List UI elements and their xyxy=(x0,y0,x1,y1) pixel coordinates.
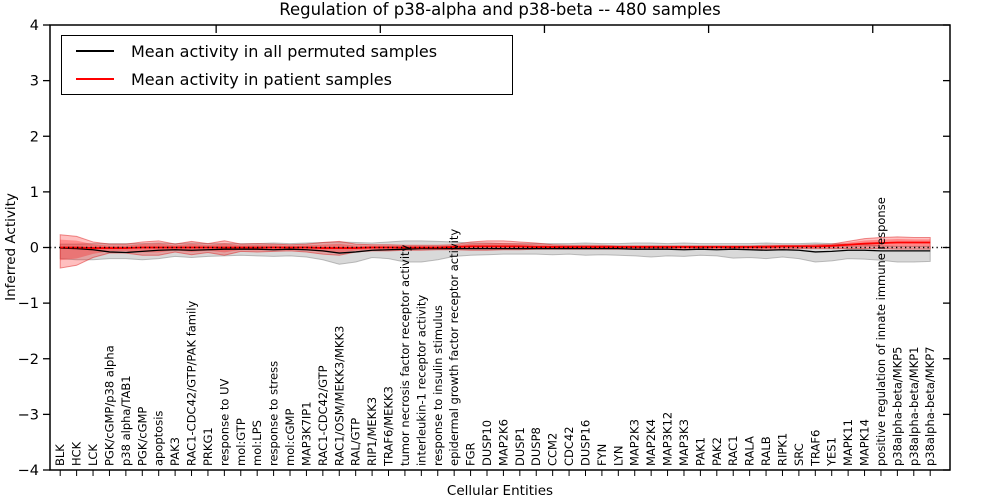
x-category-label: PGK/cGMP xyxy=(135,407,149,466)
x-category-label: LYN xyxy=(611,445,625,466)
legend-line-patient-icon xyxy=(76,78,114,80)
x-category-label: response to insulin stimulus xyxy=(431,305,445,466)
permuted-mean-line xyxy=(60,247,931,254)
x-category-label: PRKG1 xyxy=(201,427,215,466)
x-category-label: MAP2K3 xyxy=(628,419,642,466)
y-tick-label: 0 xyxy=(30,241,39,257)
y-tick-label: 4 xyxy=(30,18,39,34)
y-tick-label: −2 xyxy=(18,352,39,368)
x-category-label: DUSP10 xyxy=(480,420,494,466)
x-category-label: mol:GTP xyxy=(234,418,248,466)
legend-entry-permuted: Mean activity in all permuted samples xyxy=(62,38,512,64)
x-category-label: DUSP1 xyxy=(513,427,527,466)
x-category-label: RIP1/MEKK3 xyxy=(365,397,379,466)
legend: Mean activity in all permuted samples Me… xyxy=(61,35,513,95)
x-category-label: p38 alpha/TAB1 xyxy=(119,375,133,466)
x-category-label: MAP3K12 xyxy=(661,412,675,466)
y-tick-label: −1 xyxy=(18,296,39,312)
x-axis-label: Cellular Entities xyxy=(447,483,553,499)
x-category-label: RALB xyxy=(759,436,773,466)
y-tick-label: 2 xyxy=(30,129,39,145)
x-category-label: MAPK14 xyxy=(858,419,872,466)
x-category-label: RIPK1 xyxy=(775,433,789,466)
x-category-label: PAK2 xyxy=(710,437,724,466)
x-category-label: mol:cGMP xyxy=(283,409,297,466)
x-category-label: RAC1 xyxy=(726,435,740,466)
x-category-label: p38alpha-beta/MKP1 xyxy=(907,347,921,466)
x-category-label: SRC xyxy=(792,443,806,466)
x-category-label: epidermal growth factor receptor activit… xyxy=(447,229,461,466)
patient-mean-line xyxy=(60,241,931,249)
x-category-label: response to UV xyxy=(217,378,231,466)
x-category-label: CDC42 xyxy=(562,426,576,466)
x-category-label: PAK1 xyxy=(693,437,707,466)
x-category-label: MAP3K3 xyxy=(677,419,691,466)
y-tick-label: 3 xyxy=(30,74,39,90)
x-category-label: mol:LPS xyxy=(250,420,264,466)
x-category-label: MAP3K7IP1 xyxy=(299,401,313,466)
x-category-label: p38alpha-beta/MKP7 xyxy=(923,347,937,466)
x-category-label: FGR xyxy=(464,442,478,466)
x-category-label: FYN xyxy=(595,444,609,466)
x-category-label: RAL/GTP xyxy=(349,418,363,466)
x-category-label: MAP2K4 xyxy=(644,419,658,466)
x-category-label: RALA xyxy=(743,436,757,466)
x-category-label: RAC1-CDC42/GTP/PAK family xyxy=(185,301,199,466)
x-category-label: tumor necrosis factor receptor activity xyxy=(398,244,412,466)
x-category-label: MAP2K6 xyxy=(496,419,510,466)
x-category-label: interleukin-1 receptor activity xyxy=(414,295,428,466)
y-tick-label: −3 xyxy=(18,407,39,423)
y-tick-label: −4 xyxy=(18,463,39,479)
x-category-label: PGK/cGMP/p38 alpha xyxy=(102,345,116,466)
x-category-label: CCM2 xyxy=(546,433,560,466)
x-category-label: TRAF6 xyxy=(808,430,822,467)
x-category-label: RAC1/OSM/MEKK3/MKK3 xyxy=(332,326,346,466)
x-category-label: positive regulation of innate immune res… xyxy=(874,197,888,466)
x-category-label: HCK xyxy=(70,441,84,466)
legend-entry-patient: Mean activity in patient samples xyxy=(62,66,512,92)
x-category-label: LCK xyxy=(86,444,100,466)
x-category-label: response to stress xyxy=(267,361,281,466)
legend-label-permuted: Mean activity in all permuted samples xyxy=(131,41,438,61)
chart-title: Regulation of p38-alpha and p38-beta -- … xyxy=(279,0,721,19)
legend-line-permuted-icon xyxy=(76,50,114,52)
y-axis-label: Inferred Activity xyxy=(3,193,19,301)
x-category-label: p38alpha-beta/MKP5 xyxy=(890,347,904,466)
x-category-label: DUSP8 xyxy=(529,427,543,466)
x-category-label: DUSP16 xyxy=(578,420,592,466)
x-category-label: PAK3 xyxy=(168,437,182,466)
x-category-label: TRAF6/MEKK3 xyxy=(382,386,396,467)
x-category-label: BLK xyxy=(53,444,67,466)
x-category-label: RAC1-CDC42/GTP xyxy=(316,365,330,466)
y-tick-label: 1 xyxy=(30,185,39,201)
patient-band-outer xyxy=(59,234,931,269)
x-category-label: MAPK11 xyxy=(841,419,855,466)
x-category-label: YES1 xyxy=(825,437,839,467)
x-category-label: apoptosis xyxy=(152,411,166,466)
legend-label-patient: Mean activity in patient samples xyxy=(131,69,392,89)
